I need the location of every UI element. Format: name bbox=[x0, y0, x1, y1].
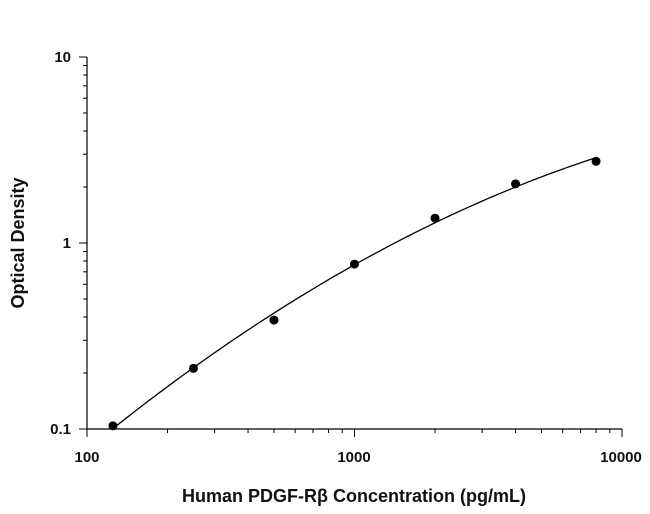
x-axis-ticks bbox=[86, 429, 623, 437]
y-axis-ticks bbox=[79, 56, 87, 430]
data-point bbox=[188, 363, 198, 373]
y-tick-label-1: 1 bbox=[63, 235, 71, 252]
data-point bbox=[269, 315, 279, 325]
y-axis-title: Optical Density bbox=[8, 177, 28, 308]
data-point bbox=[430, 213, 440, 223]
x-tick-label-10000: 10000 bbox=[600, 449, 642, 466]
data-point bbox=[350, 259, 359, 269]
x-tick-label-100: 100 bbox=[74, 449, 99, 466]
x-axis-title: Human PDGF-Rβ Concentration (pg/mL) bbox=[182, 486, 526, 506]
axes bbox=[86, 57, 622, 430]
y-tick-label-10: 10 bbox=[54, 49, 71, 66]
fit-curve bbox=[112, 157, 597, 430]
data-point bbox=[591, 156, 601, 166]
data-points bbox=[108, 156, 601, 431]
data-point bbox=[108, 421, 118, 431]
y-tick-label-0.1: 0.1 bbox=[50, 421, 71, 438]
x-tick-label-1000: 1000 bbox=[337, 449, 370, 466]
data-point bbox=[511, 179, 521, 189]
